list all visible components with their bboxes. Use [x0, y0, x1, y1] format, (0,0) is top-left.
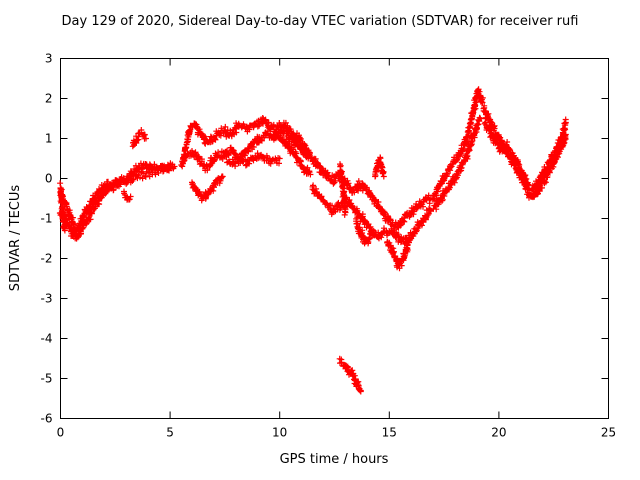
scatter-trace [430, 114, 484, 213]
scatter-trace [481, 115, 532, 189]
x-tick-label: 15 [382, 426, 397, 440]
scatter-trace [529, 131, 569, 201]
scatter-trace [372, 154, 387, 180]
scatter-trace [129, 127, 149, 150]
y-tick-label: -6 [41, 412, 53, 426]
x-tick-label: 25 [601, 426, 616, 440]
scatter-trace [353, 215, 375, 247]
y-tick-label: -1 [41, 212, 53, 226]
scatter-trace [336, 355, 364, 395]
scatter-trace [429, 86, 486, 203]
scatter-trace [384, 238, 412, 272]
x-tick-label: 0 [57, 426, 65, 440]
x-tick-label: 20 [491, 426, 506, 440]
y-tick-label: -5 [41, 372, 53, 386]
scatter-trace [189, 173, 226, 204]
y-tick-label: 3 [45, 52, 53, 66]
scatter-trace [309, 182, 434, 247]
x-tick-label: 5 [166, 426, 174, 440]
y-tick-label: -4 [41, 332, 53, 346]
x-tick-label: 10 [272, 426, 287, 440]
scatter-trace [57, 180, 68, 234]
y-tick-label: 0 [45, 172, 53, 186]
y-tick-label: 1 [45, 132, 53, 146]
scatter-trace [528, 116, 569, 200]
scatter-trace [180, 128, 314, 178]
y-tick-label: -2 [41, 252, 53, 266]
scatter-trace [274, 119, 338, 187]
plot-border [60, 58, 609, 419]
chart-title: Day 129 of 2020, Sidereal Day-to-day VTE… [61, 14, 579, 29]
scatter-trace [121, 188, 134, 203]
y-tick-label: 2 [45, 92, 53, 106]
y-tick-label: -3 [41, 292, 53, 306]
scatter-trace [331, 170, 434, 232]
scatter-trace [336, 161, 349, 218]
x-axis-label: GPS time / hours [279, 452, 389, 467]
scatter-trace [224, 150, 283, 170]
